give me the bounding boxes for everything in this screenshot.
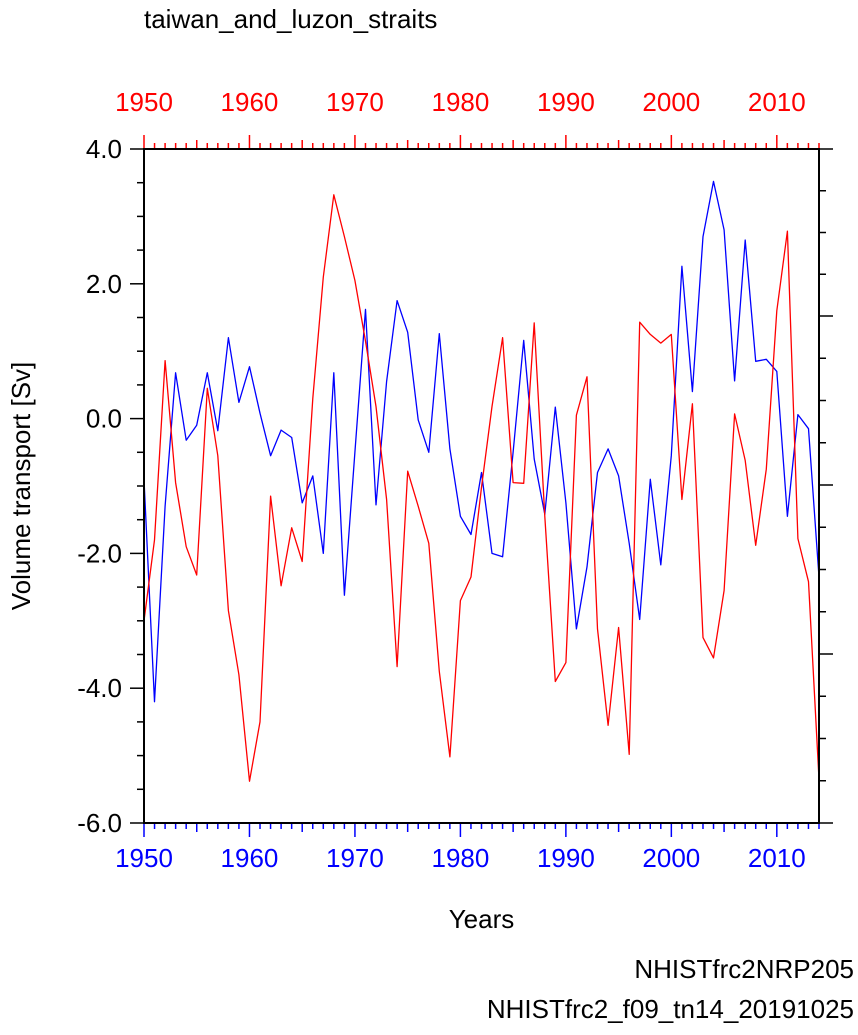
x-tick-label-top: 2000 xyxy=(642,87,700,117)
y-tick-label: -2.0 xyxy=(77,538,122,568)
x-tick-label-top: 2010 xyxy=(748,87,806,117)
plot-lines xyxy=(143,180,820,782)
y-axis-title: Volume transport [Sv] xyxy=(6,362,36,611)
x-axis-title: Years xyxy=(449,904,515,934)
chart-title: taiwan_and_luzon_straits xyxy=(144,4,438,34)
axis-labels: -6.0 -4.0 -2.0 0.0 2.0 4.0 1950 1950 1960 1960 197… xyxy=(6,87,806,934)
y-tick-label: 4.0 xyxy=(86,134,122,164)
y-tick-label: 2.0 xyxy=(86,269,122,299)
x-tick-label-top: 1970 xyxy=(326,87,384,117)
x-tick-label-bottom: 2000 xyxy=(642,843,700,873)
x-tick-label-top: 1950 xyxy=(115,87,173,117)
x-tick-label-bottom: 1980 xyxy=(431,843,489,873)
y-tick-label: -6.0 xyxy=(77,808,122,838)
x-tick-label-top: 1990 xyxy=(537,87,595,117)
x-tick-label-top: 1960 xyxy=(221,87,279,117)
x-tick-label-bottom: 1990 xyxy=(537,843,595,873)
series-line-blue xyxy=(143,180,820,703)
legend-entry-red: NHISTfrc2_f09_tn14_20191025 xyxy=(486,994,854,1024)
legend-entry-blue: NHISTfrc2NRP205 xyxy=(634,954,854,984)
y-tick-label: -4.0 xyxy=(77,673,122,703)
y-tick-label: 0.0 xyxy=(86,404,122,434)
x-tick-label-bottom: 1950 xyxy=(115,843,173,873)
x-tick-label-top: 1980 xyxy=(431,87,489,117)
x-tick-label-bottom: 2010 xyxy=(748,843,806,873)
plot-frame xyxy=(143,148,820,824)
x-tick-label-bottom: 1960 xyxy=(221,843,279,873)
x-tick-label-bottom: 1970 xyxy=(326,843,384,873)
series-line-red xyxy=(143,194,820,782)
